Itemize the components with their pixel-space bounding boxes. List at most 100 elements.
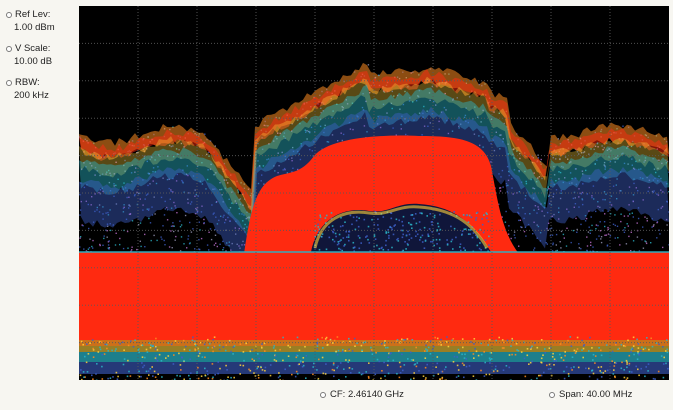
noise-speck [284,155,286,157]
noise-speck [215,216,217,218]
noise-speck [642,199,644,201]
inner-speck [480,249,482,251]
noise-speck [516,192,518,194]
floor-speck [495,365,497,368]
noise-speck [560,190,562,192]
floor-speck [638,374,640,377]
noise-speck [282,169,284,171]
floor-speck [581,349,583,351]
inner-speck [471,236,474,239]
noise-speck [546,227,548,230]
noise-speck [147,209,150,211]
noise-speck [630,145,633,148]
inner-speck [411,214,413,216]
noise-speck [238,245,240,247]
floor-speck [623,369,625,371]
noise-speck [656,221,658,224]
floor-speck [424,366,427,369]
noise-speck [447,132,450,135]
floor-speck [457,348,460,351]
floor-speck [183,348,186,351]
noise-speck [212,188,214,190]
noise-speck [624,227,626,229]
noise-speck [574,177,577,180]
ref-level-param[interactable]: Ref Lev: 1.00 dBm [6,8,55,34]
noise-speck [113,173,115,175]
noise-speck [626,147,628,149]
noise-speck [361,106,364,109]
noise-speck [646,176,648,179]
noise-speck [367,64,370,66]
noise-speck [445,109,447,111]
inner-speck [338,233,341,236]
noise-speck [627,163,629,165]
center-frequency-text: CF: 2.46140 GHz [330,389,404,400]
span-readout[interactable]: Span: 40.00 MHz [549,389,632,400]
noise-speck [178,149,180,151]
floor-speck [119,342,121,345]
noise-speck [357,116,359,118]
floor-speck [89,342,91,344]
noise-speck [103,235,105,237]
noise-speck [96,170,98,172]
noise-speck [185,173,188,175]
noise-speck [152,180,154,182]
noise-speck [151,214,154,216]
noise-speck [584,215,587,217]
noise-speck [619,244,621,246]
inner-speck [390,217,393,220]
noise-speck [635,187,637,189]
noise-speck [559,197,562,200]
noise-speck [177,153,179,155]
noise-speck [126,196,128,199]
noise-speck [169,198,171,200]
floor-speck [84,355,86,358]
floor-speck [384,379,387,380]
noise-speck [110,174,112,177]
inner-speck [410,237,413,239]
inner-speck [391,246,393,249]
floor-speck [632,345,635,347]
noise-speck [504,221,507,223]
noise-speck [412,101,414,103]
noise-speck [187,235,190,237]
noise-speck [108,169,110,172]
noise-speck [273,165,275,167]
noise-speck [562,166,564,168]
noise-speck [219,182,221,184]
noise-speck [521,226,523,229]
floor-speck [506,339,509,342]
noise-speck [321,148,323,150]
noise-speck [123,204,125,206]
floor-speck [588,367,590,370]
v-scale-param[interactable]: V Scale: 10.00 dB [6,42,52,68]
inner-speck [481,223,484,226]
floor-speck [439,378,441,380]
floor-speck [403,364,406,366]
inner-speck [390,226,393,229]
floor-speck [452,361,455,363]
noise-speck [85,166,87,168]
noise-speck [518,191,521,193]
noise-speck [429,122,431,124]
floor-speck [103,353,106,355]
center-frequency-readout[interactable]: CF: 2.46140 GHz [320,389,404,400]
floor-speck [126,375,129,378]
floor-speck [614,343,617,346]
noise-speck [511,177,513,180]
noise-speck [284,137,286,139]
floor-speck [434,336,436,339]
noise-speck [588,210,590,212]
inner-speck [405,234,408,236]
noise-speck [92,239,94,242]
floor-speck [562,359,565,361]
noise-speck [658,229,660,231]
noise-speck [292,167,294,169]
noise-speck [547,229,549,231]
noise-speck [478,135,480,137]
rbw-param[interactable]: RBW: 200 kHz [6,76,49,102]
spectrum-display[interactable] [79,6,669,380]
floor-speck [332,342,334,344]
noise-speck [122,211,125,213]
noise-speck [180,224,183,226]
